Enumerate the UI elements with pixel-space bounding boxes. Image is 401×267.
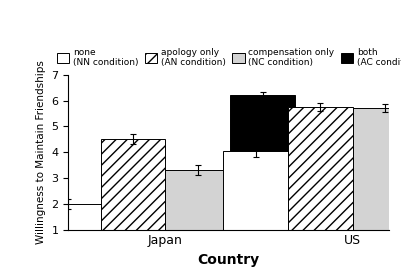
Y-axis label: Willingness to Maintain Friendships: Willingness to Maintain Friendships — [36, 60, 46, 244]
X-axis label: Country: Country — [198, 253, 259, 267]
Bar — [166, 170, 230, 230]
Bar — [353, 108, 401, 230]
Bar — [101, 139, 166, 230]
Bar — [36, 204, 101, 230]
Bar — [288, 107, 353, 230]
Bar — [230, 95, 295, 230]
Legend: none
(NN condition), apology only
(AN condition), compensation only
(NC conditio: none (NN condition), apology only (AN co… — [57, 48, 401, 67]
Bar — [223, 151, 288, 230]
